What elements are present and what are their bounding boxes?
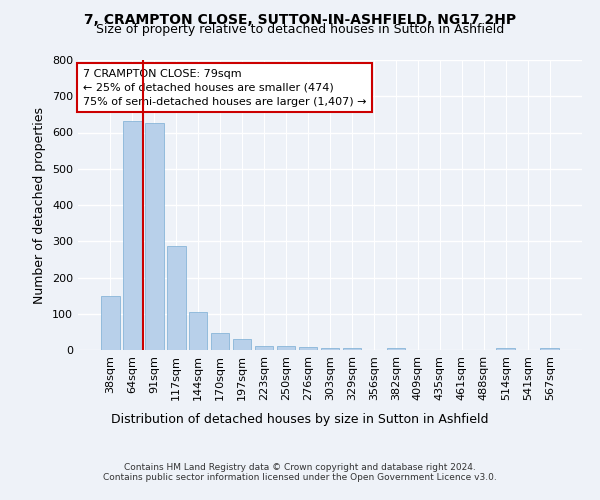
- Bar: [320, 348, 340, 350]
- Text: Contains public sector information licensed under the Open Government Licence v3: Contains public sector information licen…: [103, 472, 497, 482]
- Bar: [123, 121, 142, 350]
- Bar: [299, 348, 317, 350]
- Bar: [496, 348, 515, 350]
- Bar: [255, 346, 274, 350]
- Bar: [386, 348, 405, 350]
- Bar: [145, 122, 164, 350]
- Bar: [233, 339, 251, 350]
- Bar: [541, 348, 559, 350]
- Bar: [343, 348, 361, 350]
- Bar: [101, 296, 119, 350]
- Text: Distribution of detached houses by size in Sutton in Ashfield: Distribution of detached houses by size …: [111, 412, 489, 426]
- Bar: [277, 346, 295, 350]
- Text: Contains HM Land Registry data © Crown copyright and database right 2024.: Contains HM Land Registry data © Crown c…: [124, 462, 476, 471]
- Bar: [167, 246, 185, 350]
- Bar: [189, 312, 208, 350]
- Text: 7, CRAMPTON CLOSE, SUTTON-IN-ASHFIELD, NG17 2HP: 7, CRAMPTON CLOSE, SUTTON-IN-ASHFIELD, N…: [84, 12, 516, 26]
- Text: 7 CRAMPTON CLOSE: 79sqm
← 25% of detached houses are smaller (474)
75% of semi-d: 7 CRAMPTON CLOSE: 79sqm ← 25% of detache…: [83, 68, 367, 106]
- Y-axis label: Number of detached properties: Number of detached properties: [34, 106, 46, 304]
- Text: Size of property relative to detached houses in Sutton in Ashfield: Size of property relative to detached ho…: [96, 22, 504, 36]
- Bar: [211, 333, 229, 350]
